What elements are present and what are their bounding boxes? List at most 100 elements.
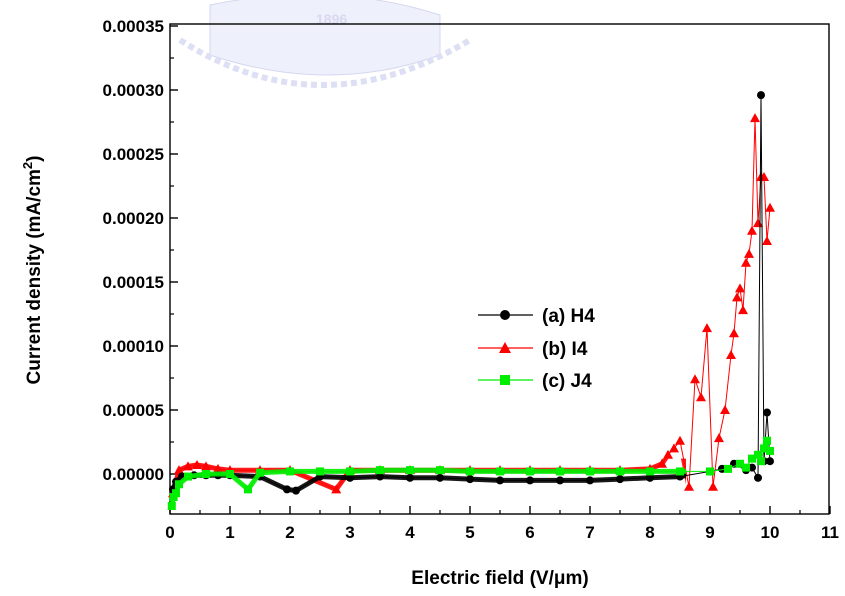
data-point [676,467,684,476]
y-axis-title-main: Current density (mA/cm [24,169,45,384]
series-h4 [169,91,774,495]
data-point [736,459,744,468]
data-point [556,467,564,476]
legend-marker [500,310,510,320]
watermark-text: 1896 [316,11,347,27]
data-point [750,113,760,123]
data-point [766,457,774,466]
data-point [376,472,384,481]
y-tick-label: 0.00005 [103,401,164,420]
x-axis-title: Electric field (V/μm) [411,568,588,589]
data-point [663,449,673,459]
data-point [657,458,667,468]
data-point [714,433,724,443]
x-tick-label: 9 [705,523,714,542]
data-point [226,470,234,478]
legend-marker [499,342,511,353]
y-tick-labels: 0.00000 0.00005 0.00010 0.00015 0.00020 0.000… [103,17,164,484]
data-point [586,476,594,485]
watermark-logo: 1896 [178,0,472,88]
data-point [376,466,384,475]
y-axis-title-tail: ) [24,156,45,162]
data-point [729,328,739,338]
x-tick-label: 1 [225,523,234,542]
axis-ticks [169,25,831,514]
data-point [496,476,504,485]
data-point [684,481,694,491]
data-point [706,467,714,476]
data-point [646,467,654,476]
data-point [175,480,183,489]
y-axis-title-sup: 2 [20,162,35,169]
x-tick-label: 2 [285,523,294,542]
data-point [753,218,763,228]
data-point [586,467,594,476]
data-point [616,467,624,476]
series-j4 [167,436,774,510]
y-tick-label: 0.00025 [103,145,164,164]
data-point [747,225,757,235]
data-point [754,473,762,482]
x-tick-label: 4 [405,523,415,542]
data-point [256,468,264,477]
plot-border [169,23,830,515]
data-point [702,323,712,333]
data-point [763,408,771,417]
data-point [496,467,504,476]
data-point [406,466,414,475]
legend: (a) H4 (b) I4 (c) J4 [478,306,595,392]
data-point [244,485,252,494]
data-point [763,436,771,445]
data-point [741,257,751,267]
data-point [724,464,732,473]
legend-marker [500,375,510,385]
data-point [726,349,736,359]
data-point [346,473,354,482]
x-tick-label: 8 [645,523,654,542]
y-axis-title: Current density (mA/cm2) [20,156,45,385]
x-tick-label: 11 [821,523,839,542]
data-point [466,475,474,484]
y-tick-label: 0.00030 [103,81,164,100]
y-tick-label: 0.00000 [103,465,164,484]
data-point [183,461,193,471]
data-point [720,405,730,414]
data-point [754,450,762,459]
data-point [174,465,184,475]
x-tick-label: 7 [585,523,594,542]
series-layer [167,91,775,510]
x-tick-labels: 0 1 2 3 4 5 6 7 8 9 10 11 [165,523,839,542]
x-tick-label: 10 [761,523,780,542]
data-point [292,486,300,495]
data-point [742,463,750,472]
legend-entry: (c) J4 [478,371,592,392]
data-point [690,374,700,384]
y-tick-label: 0.00020 [103,209,164,228]
data-point [766,446,774,455]
data-point [675,435,685,445]
data-point [762,236,772,246]
data-point [346,467,354,476]
data-point [669,443,679,453]
data-point [172,489,180,498]
legend-label: (a) H4 [542,306,595,327]
data-point [331,484,342,494]
plot-frame [169,23,830,515]
data-point [646,473,654,482]
series-band [170,472,686,494]
x-tick-label: 5 [465,523,474,542]
data-point [735,283,745,293]
series-line [172,95,771,492]
data-point [744,248,754,258]
data-point [283,485,291,494]
data-point [526,476,534,485]
data-point [202,470,210,478]
data-point [213,463,223,473]
y-tick-label: 0.00010 [103,337,164,356]
data-point [748,454,756,463]
data-point [526,467,534,476]
data-point [757,457,765,466]
data-point [757,91,765,100]
legend-label: (b) I4 [542,339,588,360]
